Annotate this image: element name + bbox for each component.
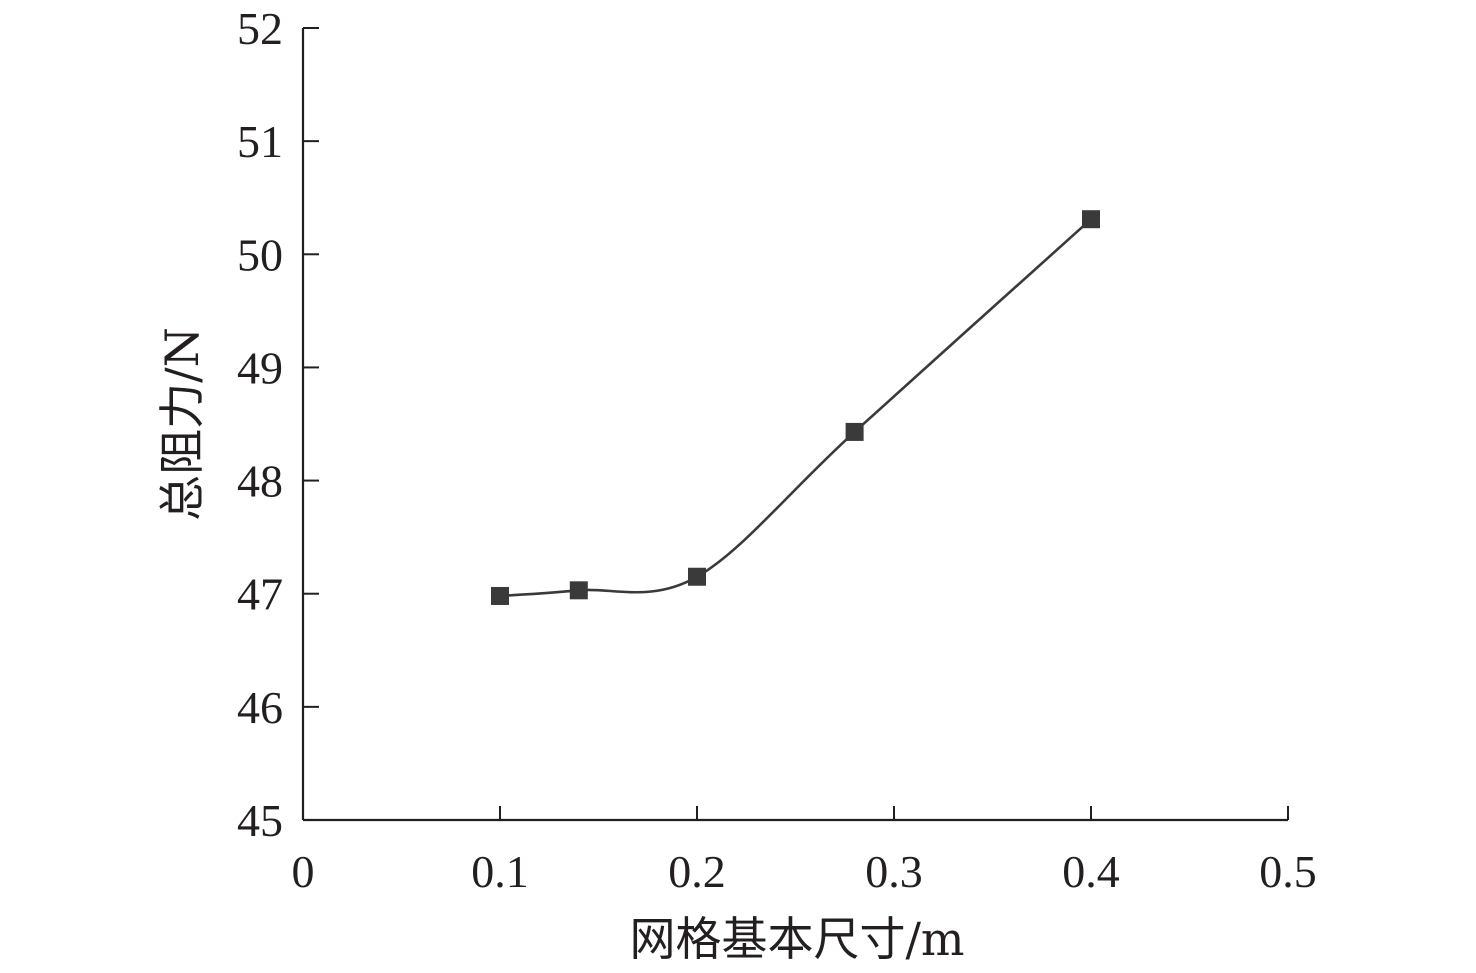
y-tick-label: 52 xyxy=(237,3,283,54)
y-tick-label: 50 xyxy=(237,229,283,280)
x-axis-title: 网格基本尺寸/m xyxy=(629,912,964,966)
data-point-marker xyxy=(569,581,588,600)
x-tick-label: 0.4 xyxy=(1062,846,1120,897)
series-layer xyxy=(491,210,1100,605)
y-tick-label: 49 xyxy=(237,342,283,393)
y-tick-label: 46 xyxy=(237,682,283,733)
x-tick-label: 0.2 xyxy=(668,846,726,897)
data-point-marker xyxy=(491,586,509,605)
y-tick-label: 48 xyxy=(237,456,283,507)
x-tick-label: 0.5 xyxy=(1259,846,1317,897)
x-tick-label: 0.1 xyxy=(471,846,529,897)
data-point-marker xyxy=(688,567,706,586)
data-point-marker xyxy=(1082,210,1100,229)
y-tick-label: 51 xyxy=(237,116,283,167)
x-tick-label: 0.3 xyxy=(865,846,923,897)
series-line xyxy=(499,218,1092,598)
y-tick-label: 45 xyxy=(237,795,283,846)
y-axis-title: 总阻力/N xyxy=(155,327,209,521)
x-tick-label: 0 xyxy=(292,846,315,897)
y-tick-label: 47 xyxy=(237,569,283,620)
ticks-layer: 45 46 47 48 49 50 51 52 0 0.1 0.2 0.3 0.4 0.5 xyxy=(237,3,1317,897)
data-point-marker xyxy=(845,422,864,441)
